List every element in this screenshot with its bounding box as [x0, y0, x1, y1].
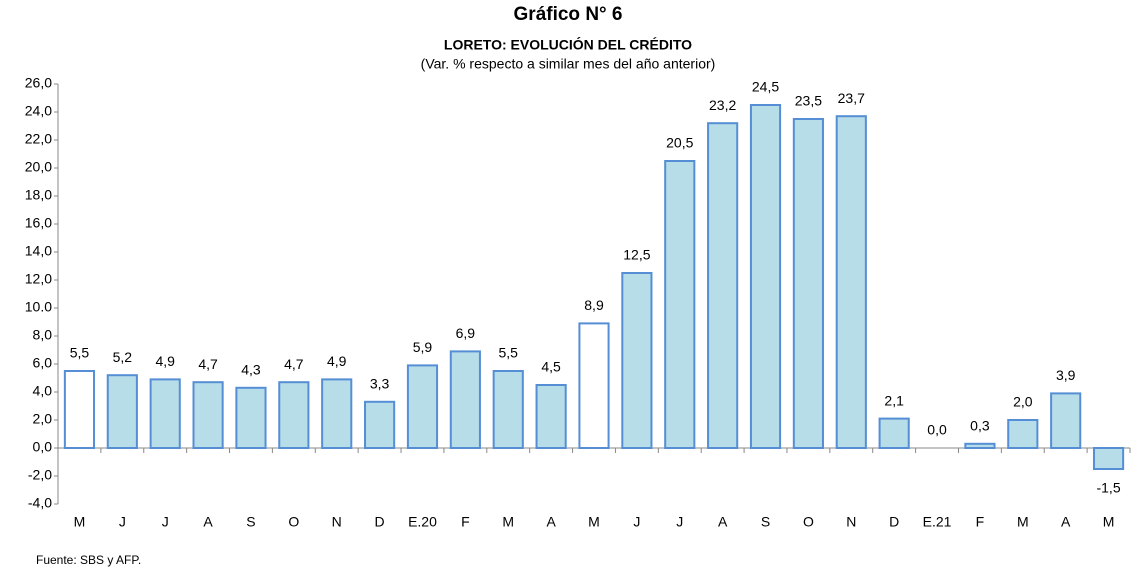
bar: [578, 322, 610, 449]
x-tick-label: J: [162, 514, 169, 530]
value-label: 4,3: [241, 362, 261, 378]
y-tick-label: 14,0: [25, 243, 52, 259]
x-tick-label: M: [588, 514, 600, 530]
x-tick-label: A: [546, 514, 556, 530]
y-tick-label: -4,0: [28, 495, 52, 511]
bar: [63, 370, 96, 449]
bar: [449, 350, 481, 449]
y-tick-label: 12,0: [25, 271, 52, 287]
value-label: 23,7: [838, 90, 865, 106]
y-tick-label: 22,0: [25, 131, 52, 147]
bar: [106, 374, 138, 450]
chart-subtitle: LORETO: EVOLUCIÓN DEL CRÉDITO: [444, 36, 692, 53]
bar: [792, 118, 824, 449]
x-tick-label: J: [676, 514, 683, 530]
bar: [835, 115, 867, 449]
value-label: 4,5: [541, 359, 561, 375]
y-tick-label: 0,0: [33, 439, 53, 455]
x-tick-label: O: [288, 514, 299, 530]
value-label: 23,5: [795, 93, 822, 109]
bar: [964, 442, 996, 449]
y-tick-label: 18,0: [25, 187, 52, 203]
x-tick-label: N: [846, 514, 856, 530]
bar: [364, 400, 396, 449]
value-label: 2,0: [1013, 394, 1033, 410]
x-tick-label: D: [889, 514, 899, 530]
y-tick-label: 4,0: [33, 383, 53, 399]
y-tick-label: 6,0: [33, 355, 53, 371]
x-tick-label: F: [976, 514, 985, 530]
bar: [878, 417, 910, 450]
value-label: 6,9: [456, 325, 476, 341]
bar: [192, 381, 224, 450]
value-label: 0,3: [970, 418, 990, 434]
bar: [321, 378, 353, 449]
bar: [278, 381, 310, 450]
bar: [149, 378, 181, 449]
bar: [707, 122, 739, 449]
x-tick-label: A: [718, 514, 728, 530]
value-label: 4,9: [327, 353, 347, 369]
x-tick-label: M: [502, 514, 514, 530]
x-tick-label: A: [203, 514, 213, 530]
bar: [1007, 419, 1039, 449]
value-label: 5,5: [70, 345, 90, 361]
y-tick-label: 2,0: [33, 411, 53, 427]
value-label: 5,9: [413, 339, 433, 355]
y-tick-label: 16,0: [25, 215, 52, 231]
value-label: 4,9: [155, 353, 175, 369]
x-tick-label: A: [1061, 514, 1071, 530]
value-label: 12,5: [623, 247, 650, 263]
value-label: 8,9: [584, 297, 604, 313]
y-tick-label: 10.0: [25, 299, 52, 315]
value-label: 24,5: [752, 79, 779, 95]
x-tick-label: E.20: [408, 514, 437, 530]
value-label: 4,7: [198, 356, 218, 372]
bar: [492, 370, 524, 449]
y-tick-label: 8,0: [33, 327, 53, 343]
source: Fuente: SBS y AFP.: [36, 553, 141, 567]
value-label: 2,1: [884, 392, 904, 408]
value-label: 3,9: [1056, 367, 1076, 383]
value-label: 3,3: [370, 376, 390, 392]
x-tick-label: F: [461, 514, 470, 530]
value-label: 4,7: [284, 356, 304, 372]
x-tick-label: O: [803, 514, 814, 530]
x-tick-label: M: [1017, 514, 1029, 530]
value-label: 20,5: [666, 135, 693, 151]
y-tick-label: 24,0: [25, 103, 52, 119]
x-tick-label: D: [375, 514, 385, 530]
x-tick-label: E.21: [923, 514, 952, 530]
x-tick-label: J: [633, 514, 640, 530]
bar: [621, 272, 653, 449]
y-tick-label: 26,0: [25, 75, 52, 91]
x-tick-label: J: [119, 514, 126, 530]
bar: [235, 386, 267, 449]
value-label: 5,2: [113, 349, 133, 365]
x-tick-label: S: [246, 514, 255, 530]
bar: [1092, 447, 1125, 470]
chart-title: Gráfico N° 6: [514, 4, 623, 25]
bar: [664, 160, 696, 449]
x-tick-label: S: [761, 514, 770, 530]
bar: [1050, 392, 1082, 449]
value-label: 23,2: [709, 97, 736, 113]
y-tick-label: -2,0: [28, 467, 52, 483]
value-label: 5,5: [499, 345, 519, 361]
x-tick-label: N: [332, 514, 342, 530]
bar: [535, 384, 567, 449]
value-label: 0,0: [927, 422, 947, 438]
bar: [749, 104, 782, 449]
x-tick-label: M: [1103, 514, 1115, 530]
chart-note: (Var. % respecto a similar mes del año a…: [421, 56, 716, 72]
value-label: -1,5: [1096, 480, 1120, 496]
y-tick-label: 20,0: [25, 159, 52, 175]
x-tick-label: M: [74, 514, 86, 530]
bar: [406, 364, 439, 449]
